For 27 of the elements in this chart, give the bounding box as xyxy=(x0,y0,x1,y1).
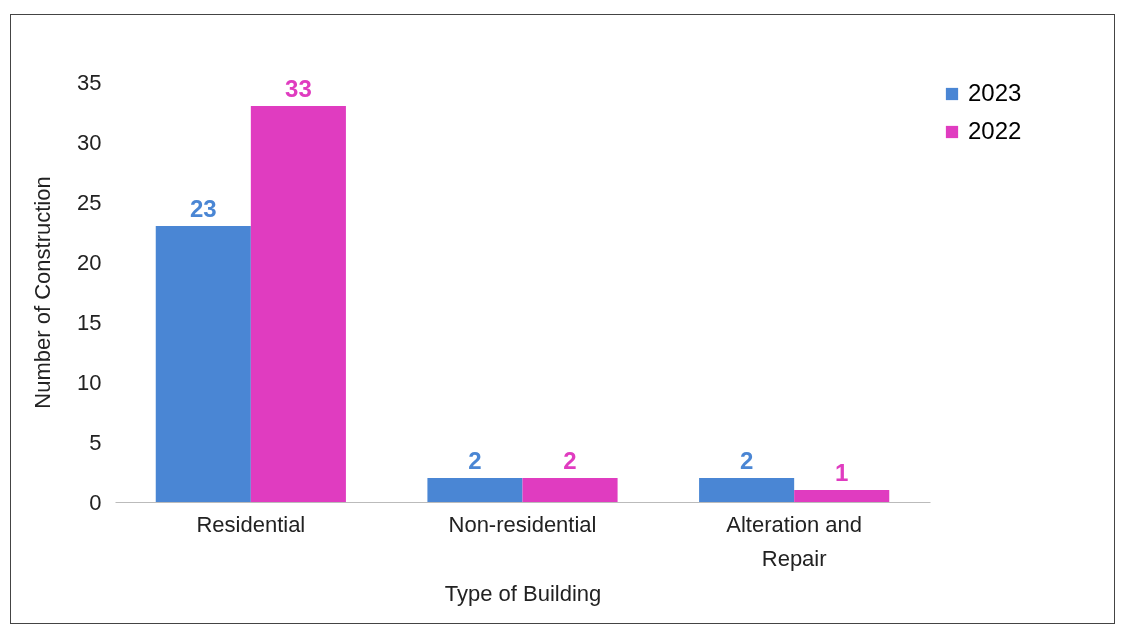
y-tick-label: 15 xyxy=(77,309,102,335)
x-tick-label: Non-residential xyxy=(448,511,597,537)
data-label: 2 xyxy=(739,447,754,474)
bar xyxy=(250,106,346,502)
bar xyxy=(699,478,795,502)
bar xyxy=(522,478,618,502)
bar xyxy=(794,490,890,502)
data-label: 2 xyxy=(468,447,482,474)
y-tick-label: 25 xyxy=(77,189,102,215)
data-label: 1 xyxy=(835,459,849,486)
data-label: 33 xyxy=(285,75,312,102)
y-tick-label: 35 xyxy=(77,69,102,95)
data-label: 23 xyxy=(189,195,217,222)
y-tick-label: 30 xyxy=(77,129,102,155)
bar xyxy=(155,226,251,502)
bar xyxy=(427,478,523,502)
y-tick-label: 10 xyxy=(77,369,102,395)
x-tick-label: Residential xyxy=(196,511,306,537)
y-tick-label: 5 xyxy=(89,429,102,455)
legend-label: 2023 xyxy=(968,79,1022,106)
y-axis-title: Number of Construction xyxy=(30,176,56,409)
legend-label: 2022 xyxy=(968,117,1022,144)
y-tick-label: 0 xyxy=(89,489,102,515)
y-tick-label: 20 xyxy=(77,249,102,275)
x-tick-label: Alteration and Repair xyxy=(726,511,863,571)
data-label: 2 xyxy=(563,447,577,474)
x-axis-title: Type of Building xyxy=(444,580,602,606)
